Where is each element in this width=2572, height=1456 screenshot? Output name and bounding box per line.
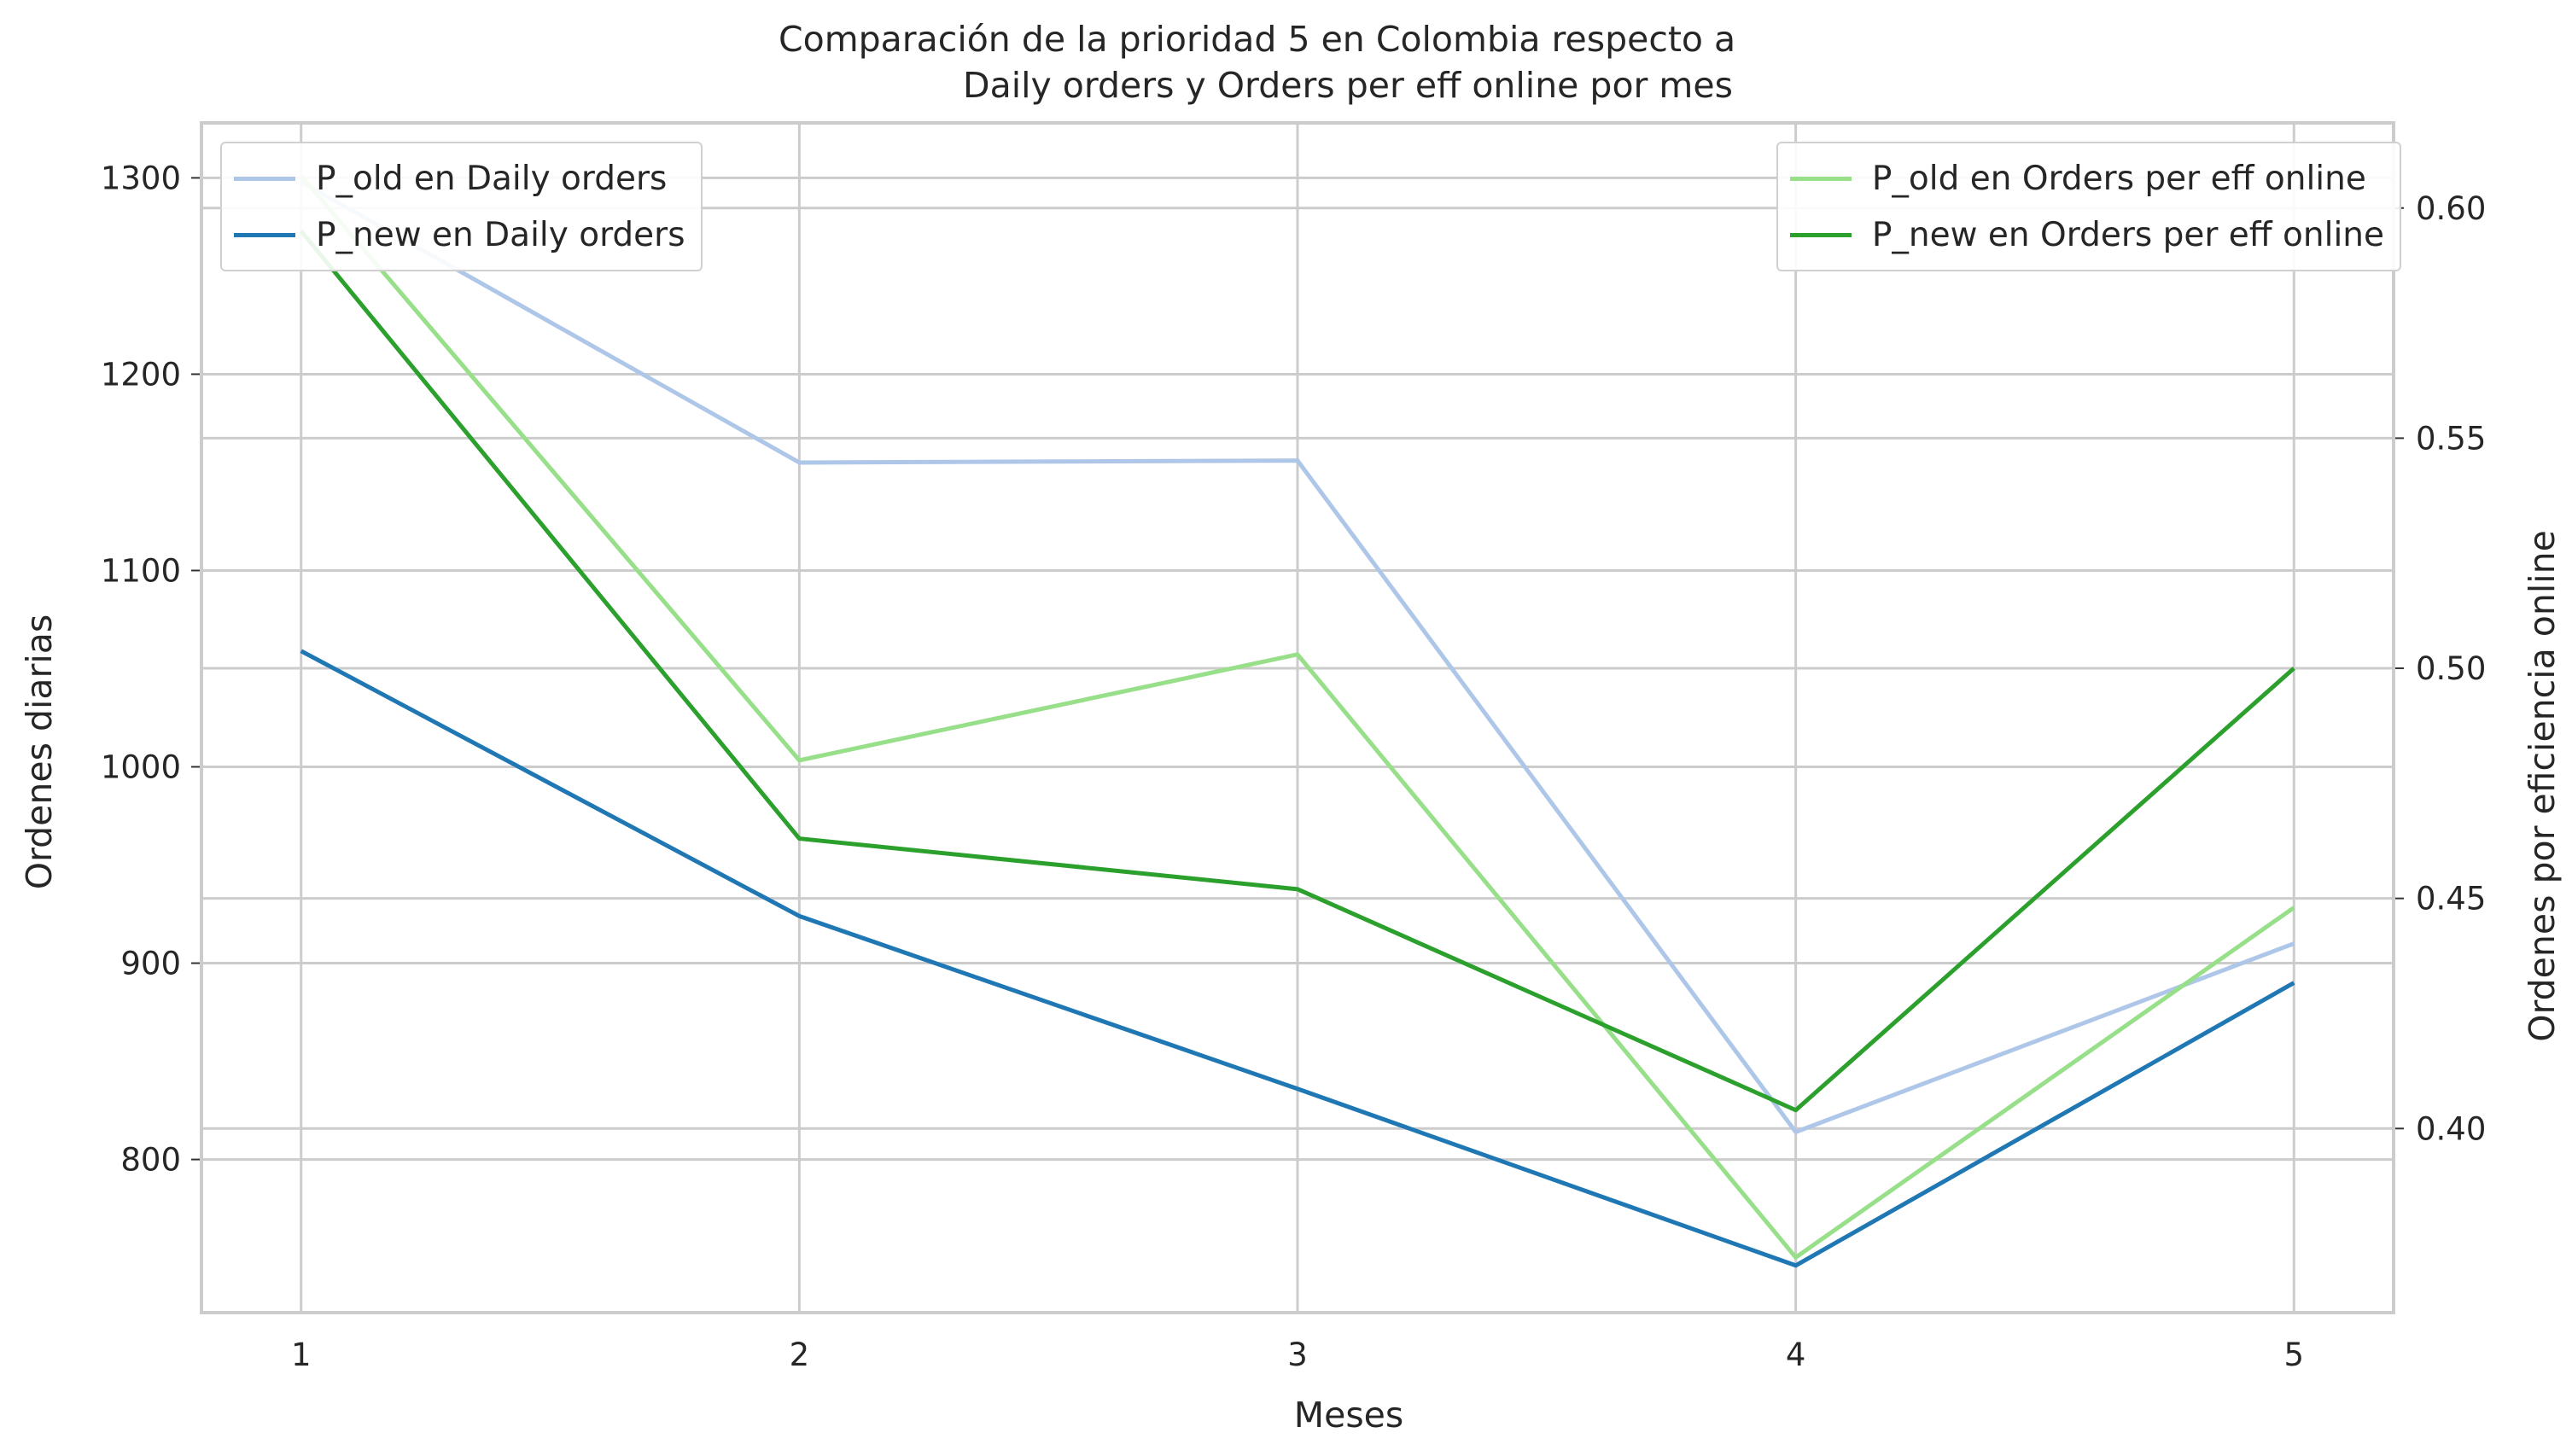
y-left-tick-label: 1000 xyxy=(101,749,181,786)
legend-swatch-p-old-eff xyxy=(1789,176,1852,181)
y-right-tick-label: 0.50 xyxy=(2416,650,2486,687)
chart-title-line-1: Comparación de la prioridad 5 en Colombi… xyxy=(779,19,1736,60)
legend-label-p-old-eff: P_old en Orders per eff online xyxy=(1871,159,2366,198)
y-left-tick-label: 1100 xyxy=(101,552,181,589)
y-right-tick-label: 0.55 xyxy=(2416,420,2486,457)
legend-left: P_old en Daily orders P_new en Daily ord… xyxy=(220,142,703,271)
y-right-tick-label: 0.40 xyxy=(2416,1110,2486,1147)
series-line-p-old-orders-per-eff xyxy=(299,174,2295,1260)
x-tick-label: 4 xyxy=(1786,1337,1806,1373)
y-left-axis-label: Ordenes diarias xyxy=(19,614,60,890)
y-left-tick-label: 1300 xyxy=(101,160,181,196)
y-left-tick-label: 800 xyxy=(120,1142,181,1179)
y-right-tick-label: 0.45 xyxy=(2416,881,2486,917)
legend-label-p-old-daily: P_old en Daily orders xyxy=(316,159,668,198)
series-line-p-old-daily-orders xyxy=(300,179,2295,1134)
y-right-axis-label: Ordenes por eficiencia online xyxy=(2522,530,2563,1042)
legend-swatch-p-new-daily xyxy=(234,232,295,237)
x-tick-label: 1 xyxy=(291,1337,312,1373)
x-tick-label: 2 xyxy=(790,1337,810,1373)
x-axis-label: Meses xyxy=(1294,1395,1404,1436)
x-tick-label: 3 xyxy=(1287,1337,1308,1373)
chart-title-line-2: Daily orders y Orders per eff online por… xyxy=(963,65,1733,106)
legend-label-p-new-eff: P_new en Orders per eff online xyxy=(1871,215,2384,254)
plot-frame xyxy=(200,121,2395,1314)
y-right-tick-label: 0.60 xyxy=(2416,190,2486,227)
y-left-tick-label: 900 xyxy=(120,946,181,982)
legend-item-p-new-daily: P_new en Daily orders xyxy=(234,207,685,263)
legend-label-p-new-daily: P_new en Daily orders xyxy=(316,215,685,254)
legend-item-p-old-daily: P_old en Daily orders xyxy=(234,150,685,207)
y-left-tick-label: 1200 xyxy=(101,356,181,393)
legend-right: P_old en Orders per eff online P_new en … xyxy=(1776,142,2401,271)
legend-item-p-old-eff: P_old en Orders per eff online xyxy=(1789,150,2384,207)
legend-swatch-p-old-daily xyxy=(234,176,295,181)
legend-item-p-new-eff: P_new en Orders per eff online xyxy=(1789,207,2384,263)
legend-swatch-p-new-eff xyxy=(1789,232,1852,237)
series-line-p-new-daily-orders xyxy=(300,649,2295,1268)
series-line-p-new-orders-per-eff xyxy=(299,230,2295,1113)
x-tick-label: 5 xyxy=(2283,1337,2304,1373)
